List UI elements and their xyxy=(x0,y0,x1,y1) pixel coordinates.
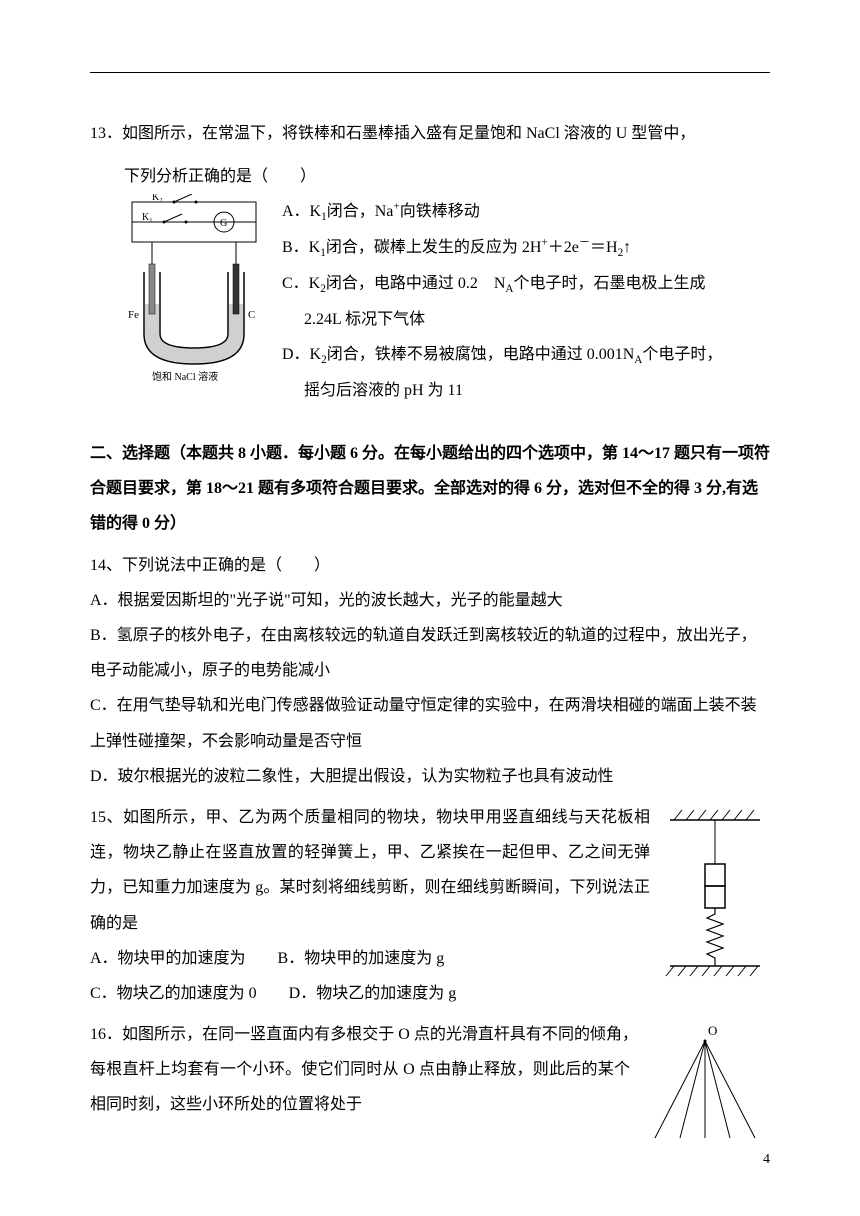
q14-opt-d: D．玻尔根据光的波粒二象性，大胆提出假设，认为实物粒子也具有波动性 xyxy=(90,759,770,794)
section-2-heading: 二、选择题（本题共 8 小题．每小题 6 分。在每小题给出的四个选项中，第 14… xyxy=(90,436,770,542)
q13-opt-b: B．K1闭合，碳棒上发生的反应为 2H+＋2e－＝H2↑ xyxy=(282,230,770,266)
q13-figure: K₂ K₁ G xyxy=(124,194,264,397)
page-content: 13．如图所示，在常温下，将铁棒和石墨棒插入盛有足量饱和 NaCl 溶液的 U … xyxy=(90,70,770,1156)
question-13: 13．如图所示，在常温下，将铁棒和石墨棒插入盛有足量饱和 NaCl 溶液的 U … xyxy=(90,116,770,408)
q14-opt-b: B．氢原子的核外电子，在由离核较远的轨道自发跃迁到离核较近的轨道的过程中，放出光… xyxy=(90,618,770,688)
q15-opt-ab: A．物块甲的加速度为 B．物块甲的加速度为 g xyxy=(90,941,650,976)
q13-opt-a: A．K1闭合，Na+向铁棒移动 xyxy=(282,194,770,230)
question-16: 16．如图所示，在同一竖直面内有多根交于 O 点的光滑直杆具有不同的倾角， 每根… xyxy=(90,1017,770,1156)
q13-fig-k1-label: K₁ xyxy=(142,212,153,223)
q13-opt-c-line2: 2.24L 标况下气体 xyxy=(282,302,770,337)
q13-stem-line2: 下列分析正确的是（ ） xyxy=(90,159,770,194)
q13-fig-c-label: C xyxy=(248,309,255,321)
q14-stem: 14、下列说法中正确的是（ ） xyxy=(90,548,770,583)
q13-options: A．K1闭合，Na+向铁棒移动 B．K1闭合，碳棒上发生的反应为 2H+＋2e－… xyxy=(282,194,770,408)
question-15: 15、如图所示，甲、乙为两个质量相同的物块，物块甲用竖直细线与天花板相连，物块乙… xyxy=(90,800,770,1011)
q13-fig-fe-label: Fe xyxy=(128,309,139,321)
q13-stem-line1: 13．如图所示，在常温下，将铁棒和石墨棒插入盛有足量饱和 NaCl 溶液的 U … xyxy=(90,116,770,151)
q13-fig-g-label: G xyxy=(220,218,227,229)
q16-figure: O xyxy=(640,1023,770,1156)
q15-opt-cd: C．物块乙的加速度为 0 D．物块乙的加速度为 g xyxy=(90,976,650,1011)
q13-opt-d: D．K2闭合，铁棒不易被腐蚀，电路中通过 0.001NA个电子时， xyxy=(282,337,770,373)
q16-fig-o-label: O xyxy=(708,1023,717,1038)
q14-opt-a: A．根据爱因斯坦的"光子说"可知，光的波长越大，光子的能量越大 xyxy=(90,583,770,618)
q13-fig-k2-label: K₂ xyxy=(152,194,163,203)
q14-opt-c: C．在用气垫导轨和光电门传感器做验证动量守恒定律的实验中，在两滑块相碰的端面上装… xyxy=(90,688,770,758)
header-rule xyxy=(90,72,770,73)
q16-stem: 16．如图所示，在同一竖直面内有多根交于 O 点的光滑直杆具有不同的倾角， 每根… xyxy=(90,1017,630,1123)
page-number: 4 xyxy=(763,1145,770,1176)
question-14: 14、下列说法中正确的是（ ） A．根据爱因斯坦的"光子说"可知，光的波长越大，… xyxy=(90,548,770,794)
q15-figure xyxy=(660,806,770,999)
q13-opt-c: C．K2闭合，电路中通过 0.2 NA个电子时，石墨电极上生成 xyxy=(282,266,770,302)
q13-opt-d-line2: 摇匀后溶液的 pH 为 11 xyxy=(282,373,770,408)
q13-fig-caption: 饱和 NaCl 溶液 xyxy=(152,370,218,383)
q15-stem: 15、如图所示，甲、乙为两个质量相同的物块，物块甲用竖直细线与天花板相连，物块乙… xyxy=(90,800,650,941)
